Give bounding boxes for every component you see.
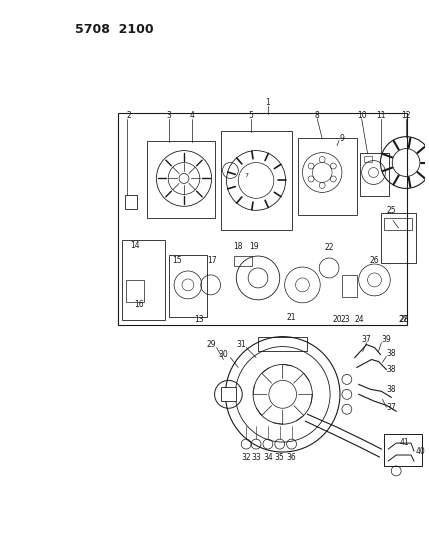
Bar [125,196,136,209]
Text: 40: 40 [416,447,426,456]
Text: 25: 25 [387,206,396,215]
Text: 10: 10 [357,111,366,120]
Text: 33: 33 [251,454,261,463]
Text: 17: 17 [207,255,217,264]
Text: 9: 9 [339,134,344,143]
Text: 1: 1 [266,99,270,107]
Bar [364,156,372,161]
Text: 31: 31 [236,340,246,349]
Text: 18: 18 [233,241,243,251]
Text: 12: 12 [402,111,411,120]
Text: 2: 2 [127,111,132,120]
Bar [126,280,144,302]
Bar [384,218,412,230]
Text: 19: 19 [249,241,259,251]
Bar [122,240,165,320]
Text: 38: 38 [387,365,396,374]
Bar [297,138,357,215]
Text: 15: 15 [172,255,182,264]
Bar [342,275,357,297]
Text: 41: 41 [399,438,409,447]
Text: 16: 16 [134,300,143,309]
Bar [118,113,407,325]
Text: 14: 14 [131,240,140,249]
Bar [221,131,292,230]
Text: 34: 34 [263,454,273,463]
Text: 38: 38 [387,385,396,394]
Bar [381,213,416,263]
Text: 35: 35 [275,454,284,463]
Text: 3: 3 [167,111,172,120]
Text: 39: 39 [381,335,391,344]
Text: 23: 23 [340,315,350,324]
Circle shape [269,381,296,408]
Bar [169,255,207,317]
Text: 38: 38 [387,349,396,358]
Text: 30: 30 [219,350,228,359]
Text: 24: 24 [355,315,365,324]
Text: 5: 5 [249,111,254,120]
Text: 29: 29 [207,340,217,349]
Bar [384,434,422,466]
Text: 8: 8 [315,111,320,120]
Bar [258,337,307,351]
Text: 37: 37 [362,335,372,344]
Text: 4: 4 [190,111,194,120]
Text: 11: 11 [377,111,386,120]
Text: 13: 13 [194,315,204,324]
Text: 22: 22 [324,243,334,252]
Text: 37: 37 [387,403,396,412]
Text: 21: 21 [287,313,296,322]
Text: 28: 28 [399,315,409,324]
Bar [360,152,389,196]
Bar [148,141,214,218]
Bar [221,387,236,401]
Text: 7: 7 [244,173,248,178]
Text: 20: 20 [332,315,342,324]
Text: 32: 32 [242,454,251,463]
Text: 26: 26 [370,255,379,264]
Text: 27: 27 [398,315,408,324]
Text: 36: 36 [287,454,296,463]
Bar [234,256,252,266]
Text: 5708  2100: 5708 2100 [76,23,154,36]
